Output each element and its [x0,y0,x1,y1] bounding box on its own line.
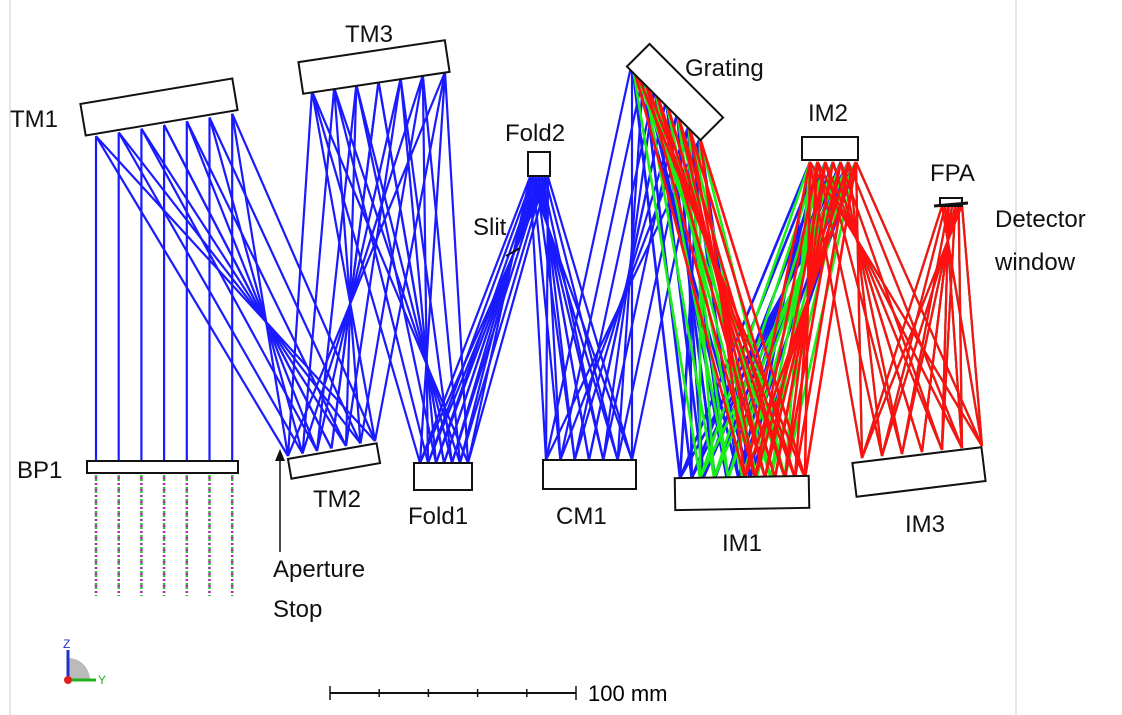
ray [141,129,346,446]
axis-label: Y [98,673,106,687]
label: Fold2 [505,120,565,147]
mirror-tm3 [298,40,449,94]
label: IM3 [905,511,945,538]
label: CM1 [556,503,607,530]
label: TM1 [10,106,58,133]
label: Grating [685,55,764,82]
label: Stop [273,596,322,623]
ray [856,162,862,458]
ray [825,162,942,450]
mirror-im1 [675,476,810,510]
mirror-im2 [802,137,858,160]
components [80,40,985,510]
optical-layout: TM1 TM3 TM2 BP1 Fold1 Fold2 Slit CM1 Gra… [0,0,1122,715]
label: window [994,249,1076,276]
label: TM2 [313,486,361,513]
scale-bar: 100 mm [330,681,667,706]
axis-triad: Z Y [63,637,106,687]
mirror-im3 [852,447,985,497]
mirror-fold1 [414,463,472,490]
scale-label: 100 mm [588,681,667,706]
triad-quadrant [68,658,90,680]
label: Slit [473,214,507,241]
label: BP1 [17,457,62,484]
mirror-fold2 [528,152,550,176]
label: IM1 [722,530,762,557]
origin [64,676,72,684]
label: TM3 [345,21,393,48]
ray [232,114,288,456]
label: Fold1 [408,503,468,530]
label: FPA [930,160,975,187]
ray [119,132,361,443]
label: Detector [995,206,1086,233]
filter-bp1 [87,461,238,473]
ray [542,177,603,460]
arrowhead [275,449,285,461]
ray [288,91,312,456]
label: Aperture [273,556,365,583]
label: IM2 [808,100,848,127]
axis-label: Z [63,637,70,651]
ray [603,113,677,460]
mirror-cm1 [543,460,636,489]
ray [96,136,375,441]
